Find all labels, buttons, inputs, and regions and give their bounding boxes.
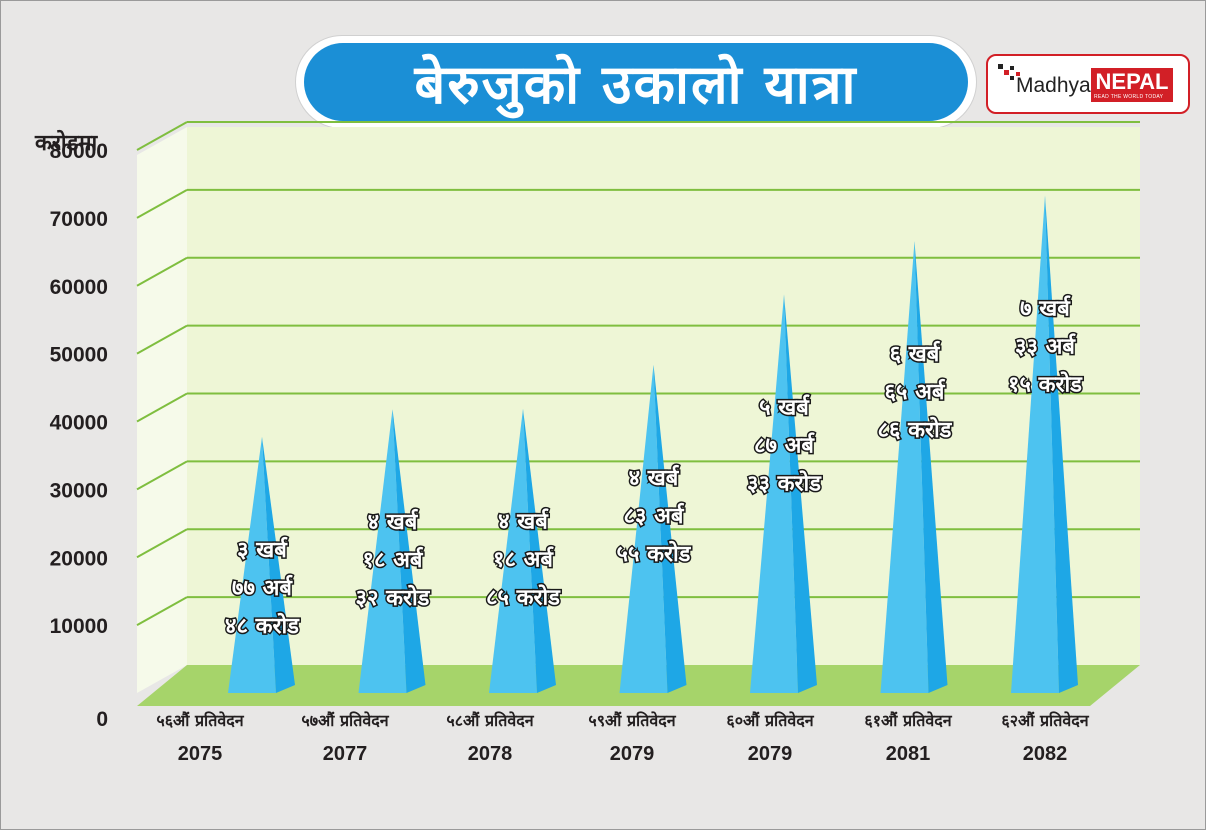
logo-nepal-text: NEPAL <box>1091 68 1173 102</box>
x-category-report: ५७औं प्रतिवेदन <box>301 711 389 730</box>
title-banner: बेरुजुको उकालो यात्रा <box>296 36 976 128</box>
logo-tagline: READ THE WORLD TODAY <box>1094 94 1164 100</box>
data-label: ८७ अर्ब <box>754 431 815 458</box>
x-category-report: ५८औं प्रतिवेदन <box>446 711 534 730</box>
cone-side <box>523 408 556 693</box>
cone-front <box>489 408 537 693</box>
data-label: ६५ अर्ब <box>885 378 946 405</box>
data-label: १५ करोड <box>1008 370 1083 397</box>
logo-madhya-text: Madhya <box>1016 74 1091 97</box>
gridline <box>136 392 188 423</box>
cone-side <box>653 364 687 693</box>
gridline <box>136 324 188 355</box>
data-label: १८ अर्ब <box>493 546 554 573</box>
cone-front <box>880 241 929 693</box>
x-axis: ५६औं प्रतिवेदन 2075 ५७औं प्रतिवेदन 2077 ५८औं… <box>156 711 1089 765</box>
data-label: ३३ करोड <box>747 469 822 496</box>
data-label: ५ खर्ब <box>759 393 810 420</box>
data-label: ६ खर्ब <box>890 340 941 367</box>
y-tick-label: 30000 <box>50 479 108 502</box>
logo-pixel-icon <box>998 64 1020 80</box>
side-wall <box>137 127 187 693</box>
x-category-report: ६०औं प्रतिवेदन <box>726 711 814 730</box>
x-category-year: 2078 <box>468 743 513 765</box>
madhya-nepal-logo: Madhya NEPAL READ THE WORLD TODAY <box>986 54 1190 114</box>
gridline <box>136 528 188 559</box>
data-label: १८ अर्ब <box>363 546 424 573</box>
data-label: ७७ अर्ब <box>232 574 293 601</box>
data-label: ४ खर्ब <box>498 508 549 535</box>
chart-title: बेरुजुको उकालो यात्रा <box>304 43 968 121</box>
data-label: ७ खर्ब <box>1020 294 1071 321</box>
y-axis-unit-label: करोडमा <box>34 129 99 156</box>
data-label: ३ खर्ब <box>237 536 288 563</box>
cone-side <box>262 436 295 693</box>
gridline <box>136 189 188 219</box>
data-label: ३२ करोड <box>356 584 431 611</box>
cone-side <box>1045 195 1078 693</box>
y-tick-label: 10000 <box>50 615 108 638</box>
cone-side <box>914 241 948 693</box>
data-labels: ३ खर्ब ७७ अर्ब ४८ करोड ४ खर्ब १८ अर्ब ३२ करोड… <box>224 293 1085 640</box>
data-label: ४८ करोड <box>225 612 300 639</box>
data-label: ४ खर्ब <box>629 464 680 491</box>
data-label: ८५ करोड <box>486 584 561 611</box>
y-tick-label: 60000 <box>50 276 108 299</box>
x-category-report: ५६औं प्रतिवेदन <box>156 711 244 730</box>
y-axis: 0 10000 20000 30000 40000 50000 60000 70000 8000… <box>50 140 108 731</box>
data-label: ४ खर्ब <box>368 508 419 535</box>
gridline <box>136 256 188 287</box>
gridline <box>136 121 188 151</box>
gridlines <box>136 121 1140 626</box>
x-category-year: 2079 <box>748 743 793 765</box>
x-category-report: ६२औं प्रतिवेदन <box>1001 711 1089 730</box>
cone-front <box>619 364 668 693</box>
data-label: ५५ करोड <box>617 540 692 567</box>
x-category-year: 2079 <box>610 743 655 765</box>
cone-front <box>358 409 407 693</box>
x-category-report: ५९औं प्रतिवेदन <box>588 711 676 730</box>
cone-front <box>228 436 276 693</box>
y-tick-label: 20000 <box>50 547 108 570</box>
data-label: ३३ अर्ब <box>1015 332 1076 359</box>
data-label: ८३ अर्ब <box>624 502 685 529</box>
x-category-report: ६१औं प्रतिवेदन <box>864 711 952 730</box>
y-tick-label: 40000 <box>50 412 108 435</box>
gridline <box>136 596 188 626</box>
data-label: ८६ करोड <box>878 416 953 443</box>
x-category-year: 2077 <box>323 743 368 765</box>
cone-front <box>750 294 798 693</box>
y-tick-label: 0 <box>96 708 108 731</box>
cones <box>228 195 1078 693</box>
x-category-year: 2081 <box>886 743 931 765</box>
cone-side <box>392 409 426 693</box>
y-tick-label: 80000 <box>50 140 108 163</box>
cone-side <box>784 294 817 693</box>
x-category-year: 2075 <box>178 743 223 765</box>
x-category-year: 2082 <box>1023 743 1068 765</box>
cone-front <box>1011 195 1059 693</box>
y-tick-label: 70000 <box>50 208 108 231</box>
gridline <box>136 460 188 491</box>
y-tick-label: 50000 <box>50 344 108 367</box>
